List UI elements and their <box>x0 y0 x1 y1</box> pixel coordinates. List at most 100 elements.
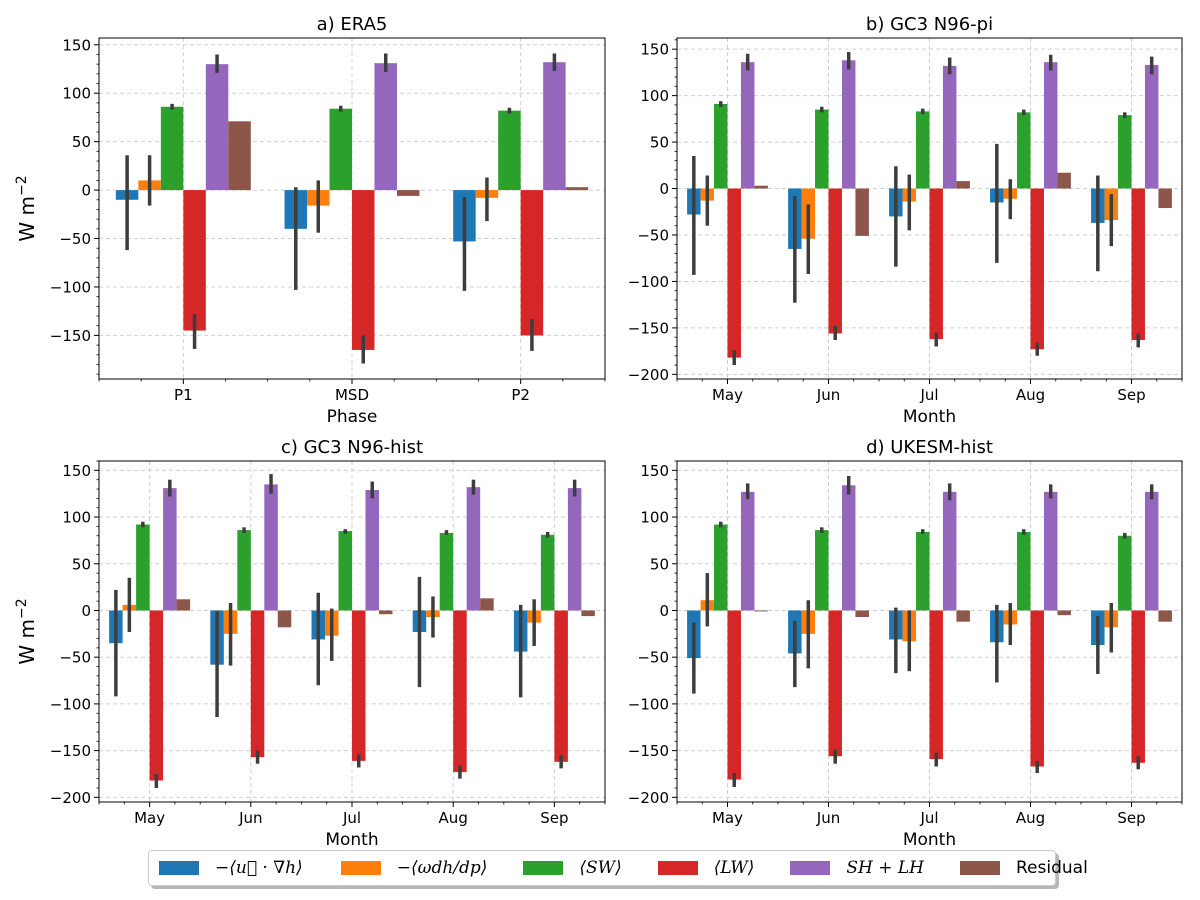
bar-6-may <box>176 599 191 611</box>
bar-6-jun <box>855 188 869 236</box>
x-tick-label-p2: P2 <box>511 386 530 404</box>
bar-6-aug <box>480 598 494 611</box>
y-axis-label: W m−2 <box>14 175 39 241</box>
bar-6-sep <box>581 610 595 617</box>
bar-5-sep <box>1144 64 1159 189</box>
bar-6-sep <box>1158 610 1172 622</box>
bar-4-sep <box>1131 188 1145 340</box>
bar-6-jun <box>277 610 292 628</box>
bar-5-may <box>740 491 755 611</box>
bar-5-sep <box>1144 491 1159 611</box>
bar-3-jun <box>815 530 829 611</box>
y-tick-label: 50 <box>650 134 669 152</box>
legend-swatch-longwave <box>657 861 698 875</box>
bar-5-p2 <box>543 62 566 191</box>
bar-5-msd <box>374 63 397 191</box>
bar-6-p2 <box>565 187 589 191</box>
y-tick-label: −50 <box>59 649 91 667</box>
panel-title: a) ERA5 <box>317 14 388 35</box>
y-tick-label: 150 <box>62 36 91 54</box>
bar-6-aug <box>1057 610 1071 616</box>
legend-swatch-residual <box>960 861 1000 875</box>
bar-5-jul <box>942 491 957 611</box>
bar-4-sep <box>554 610 568 762</box>
legend-item-advection: −⟨u⃗ · ∇h⟩ <box>159 858 303 878</box>
bar-4-jul <box>352 610 366 761</box>
y-tick-label: −200 <box>628 366 669 384</box>
x-tick-label-jul: Jul <box>919 386 938 404</box>
bar-4-may <box>727 610 741 780</box>
bar-4-jul <box>929 188 943 340</box>
bar-5-aug <box>1043 491 1058 611</box>
bar-3-aug <box>1017 112 1031 189</box>
bar-4-aug <box>453 610 467 773</box>
legend-label-vertical-advection: −⟨ωdh/dp⟩ <box>396 858 488 878</box>
x-tick-label-jun: Jun <box>238 809 262 827</box>
y-tick-label: −200 <box>628 789 669 807</box>
bar-4-may <box>727 188 741 358</box>
bar-4-jun <box>828 188 842 334</box>
bar-3-jul <box>338 531 352 611</box>
bar-4-p2 <box>520 190 544 336</box>
bar-6-jul <box>956 181 970 189</box>
bar-6-jul <box>378 610 393 615</box>
legend-item-shortwave: ⟨SW⟩ <box>523 858 622 878</box>
bar-6-aug <box>1057 172 1071 189</box>
y-tick-label: 50 <box>72 555 91 573</box>
x-tick-label-may: May <box>712 386 743 404</box>
bar-4-aug <box>1030 188 1044 350</box>
bar-5-jun <box>841 485 856 611</box>
bar-3-p2 <box>498 110 521 191</box>
bar-4-sep <box>1131 610 1145 763</box>
legend: −⟨u⃗ · ∇h⟩ −⟨ωdh/dp⟩ ⟨SW⟩ ⟨LW⟩ SH + LH R… <box>148 850 1088 886</box>
bar-3-may <box>714 524 728 611</box>
bar-3-sep <box>540 534 555 611</box>
y-axis-label: W m−2 <box>14 598 39 664</box>
bar-3-jul <box>916 111 930 189</box>
bar-3-aug <box>439 532 454 611</box>
bar-6-jul <box>956 610 970 622</box>
bar-3-msd <box>329 108 352 191</box>
bar-6-msd <box>396 190 420 196</box>
y-tick-label: 0 <box>81 182 91 200</box>
bar-5-may <box>740 62 755 189</box>
legend-label-longwave: ⟨LW⟩ <box>713 858 755 878</box>
legend-item-longwave: ⟨LW⟩ <box>657 858 755 878</box>
y-tick-label: 0 <box>659 602 669 620</box>
bar-5-p1 <box>205 64 229 191</box>
bar-6-sep <box>1158 188 1172 209</box>
bar-5-aug <box>466 487 481 611</box>
bar-4-jul <box>929 610 943 760</box>
y-tick-label: −50 <box>59 230 91 248</box>
bar-3-sep <box>1118 535 1132 611</box>
y-tick-label: −100 <box>628 273 669 291</box>
y-tick-label: −100 <box>628 695 669 713</box>
x-tick-label-jul: Jul <box>919 809 938 827</box>
bar-5-aug <box>1043 62 1058 189</box>
legend-label-residual: Residual <box>1016 858 1088 878</box>
legend-swatch-surface-fluxes <box>790 861 831 875</box>
x-tick-label-sep: Sep <box>1117 386 1145 404</box>
bar-6-may <box>754 610 768 612</box>
bar-5-jun <box>264 484 278 611</box>
y-tick-label: 100 <box>640 509 669 527</box>
legend-swatch-vertical-advection <box>340 861 381 875</box>
bar-6-p1 <box>228 121 251 191</box>
x-axis-label: Phase <box>327 407 378 427</box>
bar-3-aug <box>1017 532 1031 611</box>
x-tick-label-p1: P1 <box>174 386 193 404</box>
bar-4-msd <box>352 190 375 350</box>
x-tick-label-aug: Aug <box>1016 809 1045 827</box>
bar-3-may <box>714 103 728 189</box>
bar-4-aug <box>1030 610 1044 767</box>
x-tick-label-aug: Aug <box>439 809 468 827</box>
y-tick-label: −100 <box>50 695 91 713</box>
bar-4-jun <box>250 610 265 758</box>
legend-swatch-shortwave <box>523 861 564 875</box>
legend-item-surface-fluxes: SH + LH <box>790 858 924 878</box>
x-tick-label-jun: Jun <box>816 386 840 404</box>
y-tick-label: 0 <box>659 180 669 198</box>
panel-3: −200 −150 −100 −50 0 50 100 150 May Jun Jul Aug Sep c… <box>14 437 606 850</box>
legend-label-shortwave: ⟨SW⟩ <box>579 858 622 878</box>
